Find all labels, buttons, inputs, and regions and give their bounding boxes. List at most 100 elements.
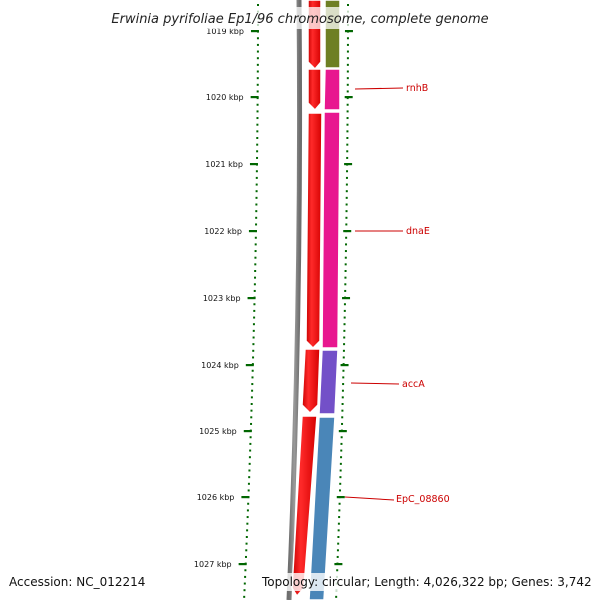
axis-tick <box>247 297 256 300</box>
axis-dot <box>252 329 255 332</box>
axis-tick <box>243 430 252 433</box>
axis-tick-label: 1022 kbp <box>204 227 242 236</box>
right-axis-dot <box>344 276 347 279</box>
red-gene-arrow <box>305 112 323 350</box>
axis-dot <box>243 582 246 585</box>
right-axis-dot <box>338 496 341 499</box>
leader-line-EpC_08860 <box>344 496 395 501</box>
axis-dot <box>256 156 259 159</box>
axis-dot <box>255 196 258 199</box>
axis-dot <box>256 137 259 139</box>
right-axis-dot <box>344 289 347 292</box>
right-axis-dot <box>340 456 343 459</box>
axis-dot <box>256 117 259 120</box>
axis-dot <box>254 236 257 239</box>
red-gene-arrow <box>291 415 318 598</box>
axis-dot <box>252 349 255 352</box>
right-axis-tick <box>344 96 353 99</box>
right-axis-dot <box>346 123 349 126</box>
right-axis-dot <box>346 97 349 100</box>
right-axis-dot <box>346 4 349 6</box>
right-axis-dot <box>341 403 344 405</box>
axis-dot <box>256 63 259 66</box>
axis-dot <box>255 176 258 179</box>
right-axis-dot <box>340 449 343 452</box>
right-axis-dot <box>345 183 348 186</box>
right-axis-dot <box>346 117 349 120</box>
right-axis-dot <box>345 216 348 219</box>
right-axis-dot <box>339 469 342 472</box>
axis-dot <box>251 389 254 392</box>
axis-tick <box>238 563 247 566</box>
right-axis-dot <box>346 150 349 153</box>
axis-dot <box>251 369 254 372</box>
reverse-strand-genes <box>308 0 341 600</box>
right-axis-dot <box>343 329 346 332</box>
right-axis-dot <box>346 170 349 173</box>
axis-dot <box>255 190 258 193</box>
right-axis-dot <box>343 323 346 326</box>
axis-dot <box>252 336 255 339</box>
axis-dot <box>253 316 256 319</box>
right-axis-dot <box>340 442 343 445</box>
right-axis-dot <box>346 163 349 166</box>
axis-dot <box>243 589 246 592</box>
axis-tick-label: 1026 kbp <box>197 493 235 502</box>
footer-backing-accession <box>4 573 154 591</box>
right-axis-dot <box>339 482 342 485</box>
right-axis-dot <box>340 436 343 439</box>
axis-dot <box>246 529 249 532</box>
axis-dot <box>249 436 252 439</box>
axis-tick-label: 1024 kbp <box>201 361 239 370</box>
axis-dot <box>245 549 248 552</box>
leader-line-rnhB <box>354 87 404 90</box>
axis-tick-label: 1021 kbp <box>205 160 243 169</box>
axis-tick <box>250 30 259 33</box>
axis-dot <box>251 376 254 379</box>
axis-dot <box>246 516 249 519</box>
axis-dot <box>256 103 259 106</box>
right-axis-dot <box>346 30 349 33</box>
axis-dot <box>248 456 251 459</box>
right-axis-dot <box>343 316 346 319</box>
axis-dot <box>256 150 259 153</box>
axis-dot <box>256 57 259 60</box>
axis-tick <box>250 96 259 99</box>
red-gene-arrow <box>307 68 322 112</box>
right-axis-dot <box>335 595 338 598</box>
right-axis-dot <box>343 309 346 312</box>
right-axis-dot <box>338 509 341 512</box>
axis-dot <box>248 476 251 479</box>
axis-dot <box>256 43 259 46</box>
right-axis-dot <box>345 210 348 213</box>
axis-tick-label: 1020 kbp <box>206 93 244 102</box>
gene-label-rnhB: rnhB <box>406 83 428 94</box>
axis-dot <box>256 90 259 93</box>
axis-dot <box>251 383 254 386</box>
axis-dot <box>250 409 253 412</box>
axis-dot <box>256 50 259 53</box>
axis-dot <box>255 216 258 219</box>
topology-text: Topology: circular; Length: 4,026,322 bp… <box>261 575 592 589</box>
map-title: Erwinia pyrifoliae Ep1/96 chromosome, co… <box>111 12 488 27</box>
axis-dot <box>254 250 257 253</box>
right-axis-dot <box>341 409 344 412</box>
right-axis-dot <box>341 396 344 399</box>
axis-dot <box>253 303 256 306</box>
gene-label-dnaE: dnaE <box>406 226 430 237</box>
axis-dot <box>255 170 258 173</box>
axis-dot <box>253 309 256 312</box>
gene-block-accA <box>318 349 339 415</box>
right-axis-dot <box>346 63 349 66</box>
axis-dot <box>249 442 252 445</box>
right-axis-dot <box>344 270 347 272</box>
gene-block-EpC_08860 <box>308 416 336 600</box>
right-axis-dot <box>342 376 345 379</box>
axis-dot <box>254 276 257 279</box>
right-axis-dot <box>345 236 348 239</box>
axis-dot <box>250 396 253 399</box>
right-axis-dot <box>344 256 347 259</box>
axis-dot <box>250 422 253 425</box>
right-axis-dot <box>337 542 340 545</box>
